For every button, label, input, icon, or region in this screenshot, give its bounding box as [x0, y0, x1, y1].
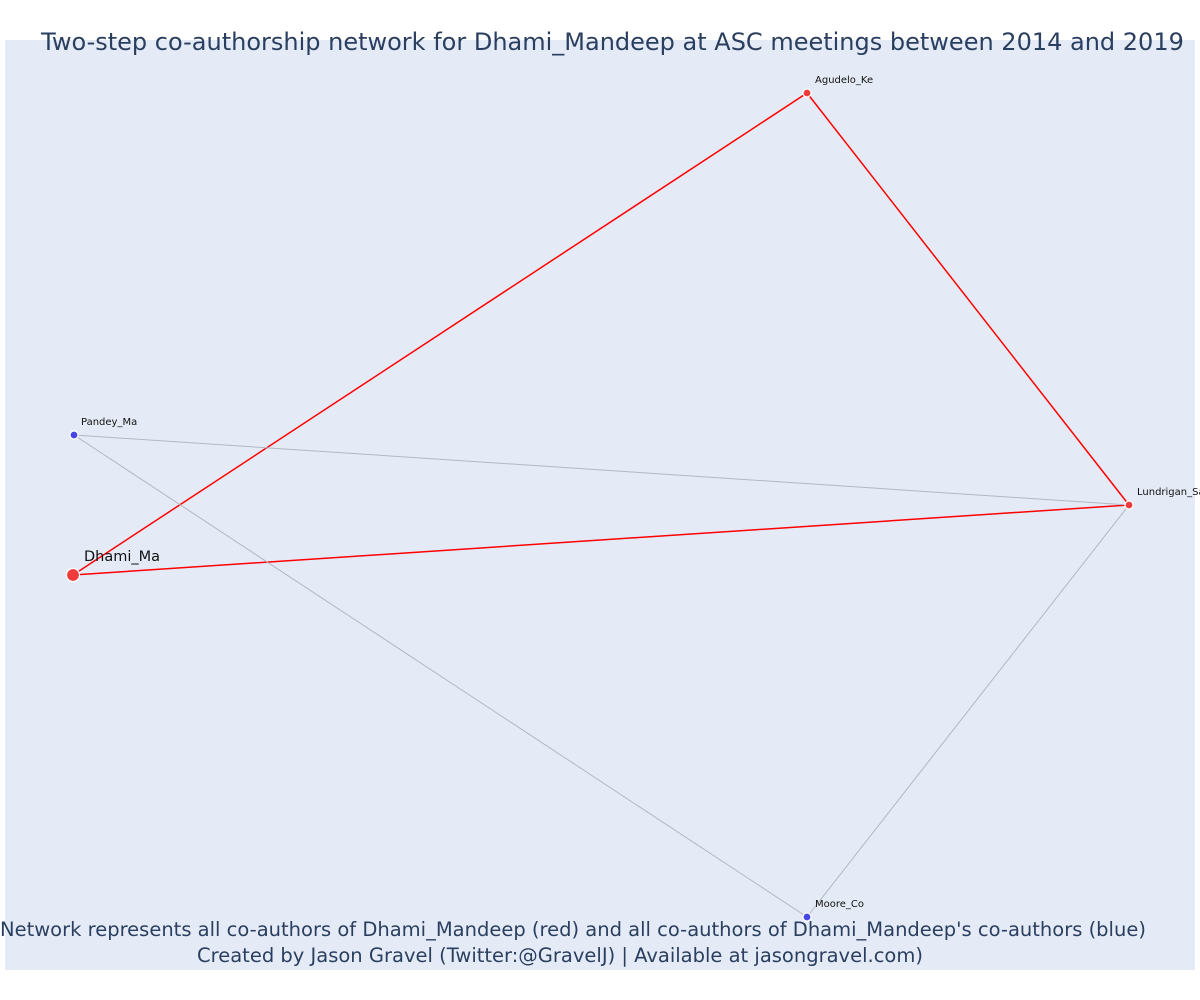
- edge-dhami-agudelo: [72, 92, 808, 576]
- chart-title: Two-step co-authorship network for Dhami…: [41, 28, 1184, 56]
- edge-dhami-lundrigan: [72, 504, 1130, 576]
- node-agudelo[interactable]: [802, 88, 812, 98]
- nodes-layer: [65, 88, 1134, 922]
- node-pandey[interactable]: [69, 430, 79, 440]
- node-label-pandey: Pandey_Ma: [81, 417, 137, 428]
- node-lundrigan[interactable]: [1124, 500, 1134, 510]
- edge-pandey-moore: [73, 434, 808, 918]
- caption-line-1: Network represents all co-authors of Dha…: [0, 918, 1146, 941]
- node-label-lundrigan: Lundrigan_Sa: [1137, 487, 1200, 498]
- edge-agudelo-lundrigan: [806, 92, 1130, 506]
- node-label-moore: Moore_Co: [815, 899, 864, 910]
- edge-lundrigan-moore: [806, 504, 1130, 918]
- node-dhami[interactable]: [65, 567, 81, 583]
- plot-background: [5, 40, 1195, 970]
- edge-pandey-lundrigan: [73, 434, 1130, 506]
- caption-line-2: Created by Jason Gravel (Twitter:@Gravel…: [197, 944, 923, 967]
- node-moore[interactable]: [802, 912, 812, 922]
- labels-layer: Dhami_Ma Agudelo_Ke Lundrigan_Sa Pandey_Ma M…: [81, 75, 1200, 910]
- edges-layer: [72, 92, 1130, 918]
- node-label-dhami: Dhami_Ma: [84, 549, 160, 565]
- node-label-agudelo: Agudelo_Ke: [815, 75, 873, 86]
